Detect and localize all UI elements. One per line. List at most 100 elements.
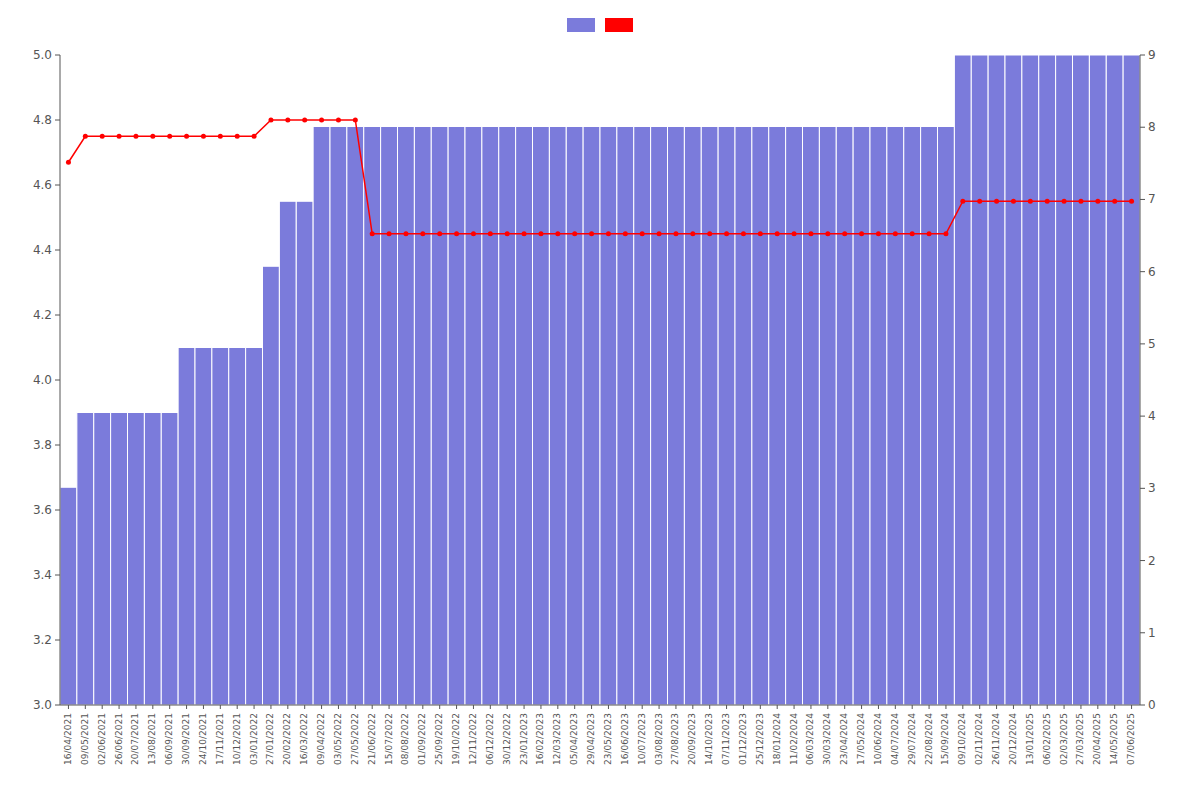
bar: [853, 127, 870, 706]
bar: [954, 55, 971, 705]
marker: [184, 134, 189, 139]
x-tick: [675, 705, 676, 709]
marker: [842, 231, 847, 236]
x-tick-label: 30/09/2021: [181, 713, 191, 765]
legend-swatch: [567, 18, 595, 32]
x-tick: [1097, 705, 1098, 709]
bar: [229, 348, 246, 706]
marker: [960, 199, 965, 204]
marker: [218, 134, 223, 139]
axes: 3.03.23.43.63.84.04.24.44.64.85.00123456…: [33, 48, 1156, 765]
y2-tick-label: 3: [1148, 481, 1156, 495]
marker: [336, 118, 341, 123]
marker: [555, 231, 560, 236]
x-tick-label: 10/07/2023: [637, 713, 647, 765]
bar: [887, 127, 904, 706]
y-tick: [55, 55, 60, 56]
y2-tick: [1140, 705, 1145, 706]
bar: [921, 127, 938, 706]
marker: [758, 231, 763, 236]
marker: [707, 231, 712, 236]
y2-tick: [1140, 55, 1145, 56]
x-tick-label: 01/12/2023: [738, 713, 748, 765]
x-tick: [102, 705, 103, 709]
y-tick: [55, 510, 60, 511]
x-tick-label: 09/10/2024: [957, 713, 967, 765]
x-tick-label: 05/04/2023: [569, 713, 579, 765]
plot-area: [60, 55, 1140, 705]
x-tick: [186, 705, 187, 709]
x-tick: [945, 705, 946, 709]
x-tick: [878, 705, 879, 709]
y-tick-label: 4.4: [33, 243, 52, 257]
x-axis-line: [60, 705, 1140, 706]
bar: [718, 127, 735, 706]
x-tick-label: 10/12/2021: [232, 713, 242, 765]
x-tick: [405, 705, 406, 709]
x-tick-label: 26/06/2021: [114, 713, 124, 765]
y2-tick-label: 0: [1148, 698, 1156, 712]
bar: [1089, 55, 1106, 705]
bar: [634, 127, 651, 706]
x-tick-label: 24/10/2021: [198, 713, 208, 765]
y2-tick-label: 8: [1148, 120, 1156, 134]
bar: [279, 201, 296, 705]
x-tick-label: 16/06/2023: [620, 713, 630, 765]
x-tick-label: 17/11/2021: [215, 713, 225, 765]
x-tick: [996, 705, 997, 709]
marker: [606, 231, 611, 236]
x-tick-label: 20/04/2025: [1092, 713, 1102, 765]
x-tick-label: 23/05/2023: [603, 713, 613, 765]
y2-tick-label: 7: [1148, 192, 1156, 206]
x-tick-label: 16/03/2022: [299, 713, 309, 765]
marker: [1045, 199, 1050, 204]
marker: [387, 231, 392, 236]
x-tick-label: 29/04/2023: [586, 713, 596, 765]
marker: [927, 231, 932, 236]
marker: [167, 134, 172, 139]
x-tick: [389, 705, 390, 709]
x-tick: [810, 705, 811, 709]
bar: [398, 127, 415, 706]
x-tick-label: 15/07/2022: [384, 713, 394, 765]
bar: [144, 413, 161, 706]
x-tick-label: 20/02/2022: [282, 713, 292, 765]
x-tick-label: 03/08/2023: [654, 713, 664, 765]
x-tick-label: 27/05/2022: [350, 713, 360, 765]
x-tick-label: 23/01/2023: [519, 713, 529, 765]
x-tick-label: 13/08/2021: [147, 713, 157, 765]
marker: [690, 231, 695, 236]
x-tick-label: 26/11/2024: [991, 713, 1001, 765]
bar: [448, 127, 465, 706]
x-tick: [321, 705, 322, 709]
x-tick-label: 18/01/2024: [772, 713, 782, 765]
marker: [859, 231, 864, 236]
bar: [1106, 55, 1123, 705]
x-tick: [254, 705, 255, 709]
bar: [161, 413, 178, 706]
bar: [212, 348, 229, 706]
x-tick: [608, 705, 609, 709]
marker: [775, 231, 780, 236]
x-tick: [1013, 705, 1014, 709]
bar: [94, 413, 111, 706]
bar: [600, 127, 617, 706]
x-tick-label: 19/10/2022: [451, 713, 461, 765]
bar: [786, 127, 803, 706]
marker: [589, 231, 594, 236]
y-tick-label: 3.6: [33, 503, 52, 517]
marker: [792, 231, 797, 236]
x-tick: [169, 705, 170, 709]
marker: [640, 231, 645, 236]
y2-tick: [1140, 416, 1145, 417]
marker: [977, 199, 982, 204]
y-tick-label: 4.8: [33, 113, 52, 127]
x-tick: [287, 705, 288, 709]
bar: [1022, 55, 1039, 705]
x-tick: [929, 705, 930, 709]
x-tick-label: 12/03/2023: [552, 713, 562, 765]
y2-tick-label: 9: [1148, 48, 1156, 62]
bar: [465, 127, 482, 706]
y-tick-label: 3.0: [33, 698, 52, 712]
x-tick: [203, 705, 204, 709]
